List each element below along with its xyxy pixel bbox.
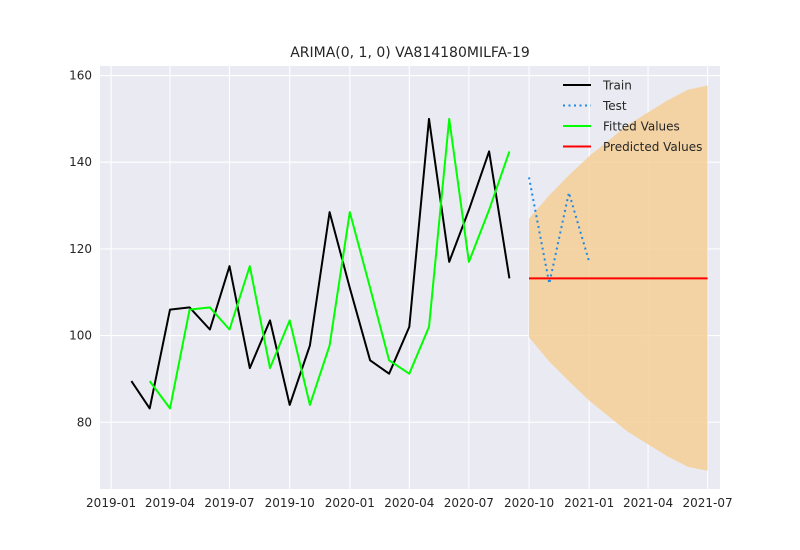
x-tick-label: 2020-07 bbox=[444, 496, 494, 510]
y-axis: 80 100 120 140 160 bbox=[69, 69, 92, 430]
x-axis: 2019-01 2019-04 2019-07 2019-10 2020-01 2020-… bbox=[86, 496, 733, 510]
x-tick-label: 2019-10 bbox=[265, 496, 315, 510]
chart-title: ARIMA(0, 1, 0) VA814180MILFA-19 bbox=[290, 45, 530, 61]
y-tick-label: 80 bbox=[77, 415, 92, 429]
x-tick-label: 2021-07 bbox=[683, 496, 733, 510]
legend-label-fitted-values: Fitted Values bbox=[603, 120, 680, 134]
y-tick-label: 140 bbox=[69, 155, 92, 169]
y-tick-label: 120 bbox=[69, 242, 92, 256]
legend-label-train: Train bbox=[602, 79, 632, 93]
legend: Train Test Fitted Values Predicted Values bbox=[563, 79, 702, 154]
y-tick-label: 160 bbox=[69, 69, 92, 83]
y-tick-label: 100 bbox=[69, 329, 92, 343]
series-line-fitted-values bbox=[148, 117, 511, 410]
x-tick-label: 2019-07 bbox=[204, 496, 254, 510]
x-tick-label: 2019-01 bbox=[86, 496, 136, 510]
x-tick-label: 2021-01 bbox=[564, 496, 614, 510]
series-lines bbox=[130, 117, 708, 410]
legend-label-test: Test bbox=[602, 99, 627, 113]
x-tick-label: 2020-01 bbox=[325, 496, 375, 510]
x-tick-label: 2019-04 bbox=[145, 496, 195, 510]
series-line-train bbox=[130, 117, 511, 410]
legend-label-predicted-values: Predicted Values bbox=[603, 140, 702, 154]
x-tick-label: 2021-04 bbox=[623, 496, 673, 510]
x-tick-label: 2020-04 bbox=[384, 496, 434, 510]
x-tick-label: 2020-10 bbox=[504, 496, 554, 510]
series-line-test bbox=[528, 177, 591, 285]
